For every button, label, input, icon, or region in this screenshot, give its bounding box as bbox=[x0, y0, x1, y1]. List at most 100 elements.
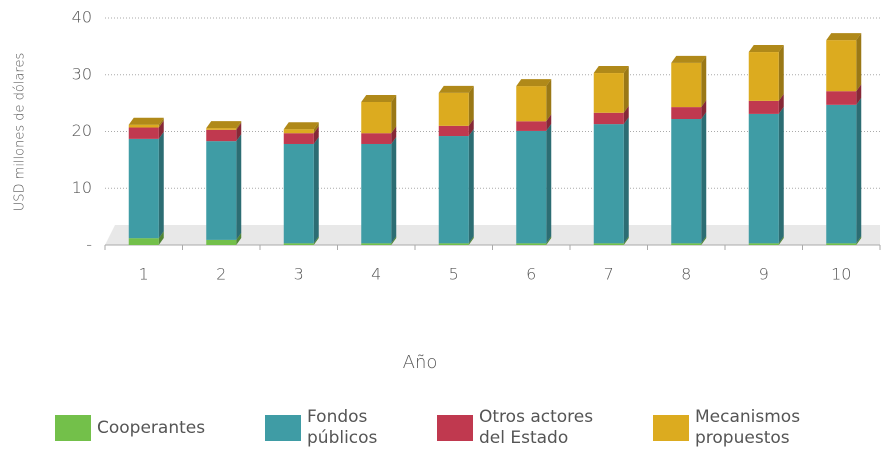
bar-segment bbox=[361, 236, 397, 245]
x-tick-label: 5 bbox=[449, 265, 459, 284]
bar-side bbox=[856, 84, 862, 105]
legend-label: Mecanismos propuestos bbox=[695, 407, 801, 448]
bar-front bbox=[748, 100, 779, 114]
bar-segment bbox=[516, 114, 552, 131]
bar-segment bbox=[516, 123, 552, 244]
bar-segment bbox=[671, 236, 707, 245]
bar-segment bbox=[748, 45, 784, 101]
legend-swatch bbox=[55, 415, 91, 441]
bar-side bbox=[778, 106, 784, 244]
bar-side bbox=[313, 236, 319, 245]
bar-segment bbox=[516, 236, 552, 245]
bar-side bbox=[623, 236, 629, 245]
bar-side bbox=[158, 120, 164, 139]
bar-side bbox=[468, 129, 474, 244]
x-tick-label: 2 bbox=[216, 265, 226, 284]
bar-side bbox=[158, 231, 164, 245]
bar-front bbox=[206, 239, 237, 245]
bar-side bbox=[313, 126, 319, 144]
x-tick-label: 8 bbox=[681, 265, 691, 284]
bar-front bbox=[826, 40, 857, 92]
bar-segment bbox=[283, 122, 319, 134]
bar-side bbox=[158, 131, 164, 239]
x-axis-label: Año bbox=[403, 352, 438, 373]
x-tick-label: 4 bbox=[371, 265, 381, 284]
x-tick-label: 1 bbox=[139, 265, 149, 284]
bar-top bbox=[128, 117, 164, 125]
bar-segment bbox=[593, 105, 629, 125]
bar-side bbox=[546, 79, 552, 122]
bar-front bbox=[206, 128, 237, 130]
bar-segment bbox=[593, 236, 629, 245]
bar-front bbox=[361, 243, 392, 245]
bar-segment bbox=[283, 136, 319, 244]
bar-side bbox=[158, 117, 164, 128]
bar-front bbox=[361, 101, 392, 134]
bar-front bbox=[826, 243, 857, 245]
y-tick-label: 30 bbox=[72, 64, 92, 83]
bar-top bbox=[593, 66, 629, 74]
legend-swatch bbox=[437, 415, 473, 441]
bar-front bbox=[593, 124, 624, 244]
bar-front bbox=[671, 119, 702, 244]
bar-side bbox=[701, 100, 707, 120]
y-tick-label: 40 bbox=[72, 8, 92, 27]
bar-side bbox=[468, 236, 474, 245]
bar-front bbox=[361, 143, 392, 244]
bar-side bbox=[778, 93, 784, 114]
bar-front bbox=[748, 113, 779, 244]
bar-segment bbox=[361, 126, 397, 144]
legend-label: Cooperantes bbox=[97, 417, 206, 438]
bar-side bbox=[623, 105, 629, 125]
bar-front bbox=[516, 243, 547, 245]
bar-side bbox=[778, 45, 784, 101]
x-tick-label: 9 bbox=[759, 265, 769, 284]
bar-segment bbox=[671, 112, 707, 244]
bar-side bbox=[468, 85, 474, 126]
bar-side bbox=[236, 121, 242, 130]
bar-top bbox=[283, 122, 319, 130]
bar-front bbox=[128, 124, 159, 128]
y-axis-label: USD millones de dólares bbox=[13, 53, 28, 212]
bar-segment bbox=[593, 117, 629, 244]
bar-segment bbox=[206, 121, 242, 130]
bar-front bbox=[438, 92, 469, 126]
bar-front bbox=[438, 136, 469, 244]
legend-label: Otros actores del Estado bbox=[479, 407, 594, 448]
bar-side bbox=[546, 123, 552, 244]
bar-front bbox=[438, 243, 469, 245]
bar-front bbox=[283, 133, 314, 144]
bar-segment bbox=[438, 129, 474, 244]
bar-front bbox=[128, 127, 159, 139]
bar-front bbox=[283, 143, 314, 244]
bar-segment bbox=[438, 85, 474, 126]
bar-segment bbox=[283, 126, 319, 144]
bar-front bbox=[593, 243, 624, 245]
bar-top bbox=[748, 45, 784, 53]
bar-top bbox=[671, 55, 707, 63]
bar-front bbox=[593, 73, 624, 113]
bar-segment bbox=[128, 120, 164, 139]
bar-front bbox=[593, 112, 624, 125]
y-tick-label: 20 bbox=[72, 121, 92, 140]
bar-segment bbox=[128, 131, 164, 239]
bar-segment bbox=[516, 79, 552, 122]
bar-front bbox=[671, 243, 702, 245]
bar-top bbox=[516, 79, 552, 87]
bar-top bbox=[206, 121, 242, 129]
bar-front bbox=[826, 91, 857, 105]
bar-segment bbox=[361, 94, 397, 134]
bar-segment bbox=[671, 55, 707, 108]
y-tick-label: - bbox=[86, 235, 92, 254]
bar-top bbox=[361, 94, 397, 102]
bar-front bbox=[826, 104, 857, 244]
bar-segment bbox=[361, 136, 397, 244]
bar-front bbox=[516, 121, 547, 131]
bar-side bbox=[313, 136, 319, 244]
bar-front bbox=[438, 125, 469, 137]
bar-segment bbox=[206, 232, 242, 245]
bar-front bbox=[516, 86, 547, 122]
bar-segment bbox=[206, 122, 242, 142]
legend-item: Fondos públicos bbox=[265, 405, 432, 451]
bar-side bbox=[236, 232, 242, 245]
